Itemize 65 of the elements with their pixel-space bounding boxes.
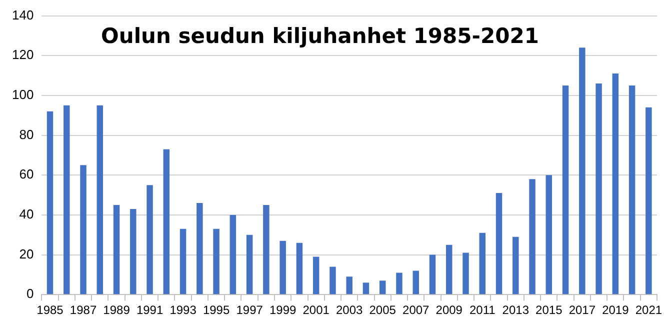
x-tick-label: 2005 (369, 303, 396, 318)
bar (312, 256, 320, 294)
x-tick-label: 1985 (36, 303, 64, 318)
x-tick-label: 2001 (302, 303, 330, 318)
x-tick-label: 2009 (436, 303, 463, 318)
x-tick-label: 1987 (70, 303, 97, 318)
x-tick-label: 1997 (236, 303, 264, 318)
y-tick-label: 120 (12, 47, 34, 62)
bar (180, 228, 186, 294)
x-tick-label: 2015 (536, 303, 563, 318)
y-tick-label: 100 (12, 87, 34, 102)
bar (196, 202, 203, 294)
x-tick-label: 2007 (402, 303, 430, 318)
x-tick-label: 2011 (469, 303, 496, 318)
bar (346, 276, 352, 294)
x-tick-label: 2021 (635, 303, 662, 318)
y-tick-label: 0 (26, 286, 34, 302)
bar (64, 105, 70, 294)
y-tick-label: 60 (19, 166, 34, 182)
bar (280, 240, 286, 294)
bar (412, 270, 419, 294)
bar (579, 48, 586, 294)
bar (396, 272, 402, 294)
x-tick-label: 1999 (269, 303, 296, 318)
y-tick-label: 140 (12, 7, 34, 22)
bar (646, 107, 652, 294)
bar (96, 105, 104, 294)
bar (246, 234, 253, 294)
bar (379, 280, 386, 294)
bar (479, 232, 486, 294)
x-tick-label: 2003 (336, 303, 364, 318)
bar (163, 149, 170, 294)
bar (429, 254, 436, 294)
chart-title: Oulun seudun kiljuhanhet 1985-2021 (100, 24, 540, 48)
bar (462, 252, 469, 294)
bar (512, 236, 519, 294)
bar (596, 84, 602, 294)
bar (213, 228, 220, 294)
bar (130, 208, 136, 294)
x-tick-label: 1993 (170, 303, 197, 318)
y-tick-label: 80 (19, 126, 34, 142)
y-tick-label: 20 (19, 246, 34, 262)
bar (446, 244, 452, 294)
bar (263, 204, 270, 294)
y-tick-label: 40 (19, 206, 34, 222)
bar (562, 86, 569, 294)
x-tick-label: 2019 (602, 303, 630, 318)
bar (80, 165, 86, 294)
bar (296, 242, 303, 294)
bar (113, 204, 120, 294)
bar (496, 193, 502, 294)
bar (146, 185, 153, 294)
x-tick-label: 1989 (103, 303, 130, 318)
bar (612, 74, 619, 294)
x-tick-label: 2017 (568, 303, 596, 318)
bar (628, 86, 636, 294)
x-tick-label: 1991 (136, 303, 164, 318)
x-tick-label: 2013 (502, 303, 530, 318)
bar (230, 214, 236, 294)
bar (546, 175, 552, 294)
bar (362, 282, 370, 294)
bar (330, 266, 336, 294)
bar (529, 179, 536, 294)
bar (46, 111, 54, 294)
x-tick-label: 1995 (202, 303, 230, 318)
